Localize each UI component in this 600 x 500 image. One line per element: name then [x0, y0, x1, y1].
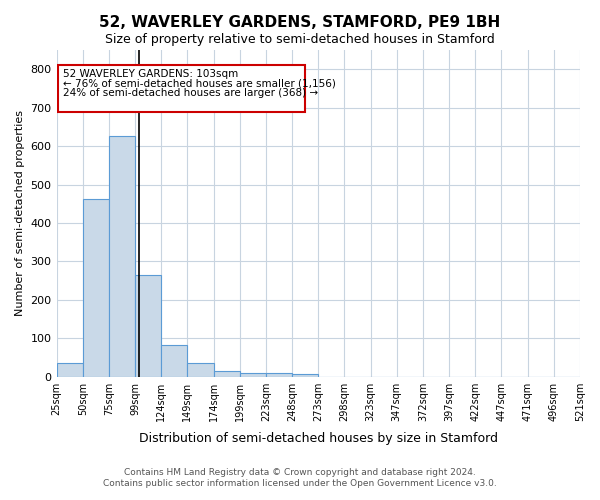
Text: 52 WAVERLEY GARDENS: 103sqm: 52 WAVERLEY GARDENS: 103sqm	[63, 69, 238, 79]
X-axis label: Distribution of semi-detached houses by size in Stamford: Distribution of semi-detached houses by …	[139, 432, 498, 445]
Bar	[240, 373, 266, 376]
Bar	[56, 363, 83, 376]
Text: Contains HM Land Registry data © Crown copyright and database right 2024.
Contai: Contains HM Land Registry data © Crown c…	[103, 468, 497, 487]
Text: 52, WAVERLEY GARDENS, STAMFORD, PE9 1BH: 52, WAVERLEY GARDENS, STAMFORD, PE9 1BH	[100, 15, 500, 30]
Text: 24% of semi-detached houses are larger (368) →: 24% of semi-detached houses are larger (…	[63, 88, 318, 98]
Y-axis label: Number of semi-detached properties: Number of semi-detached properties	[15, 110, 25, 316]
Bar	[214, 371, 240, 376]
Bar	[135, 275, 161, 376]
Bar	[292, 374, 318, 376]
Bar	[161, 345, 187, 376]
Text: Size of property relative to semi-detached houses in Stamford: Size of property relative to semi-detach…	[105, 32, 495, 46]
Bar	[83, 199, 109, 376]
FancyBboxPatch shape	[58, 66, 305, 112]
Text: ← 76% of semi-detached houses are smaller (1,156): ← 76% of semi-detached houses are smalle…	[63, 79, 336, 89]
Bar	[187, 363, 214, 376]
Bar	[109, 136, 135, 376]
Bar	[266, 373, 292, 376]
